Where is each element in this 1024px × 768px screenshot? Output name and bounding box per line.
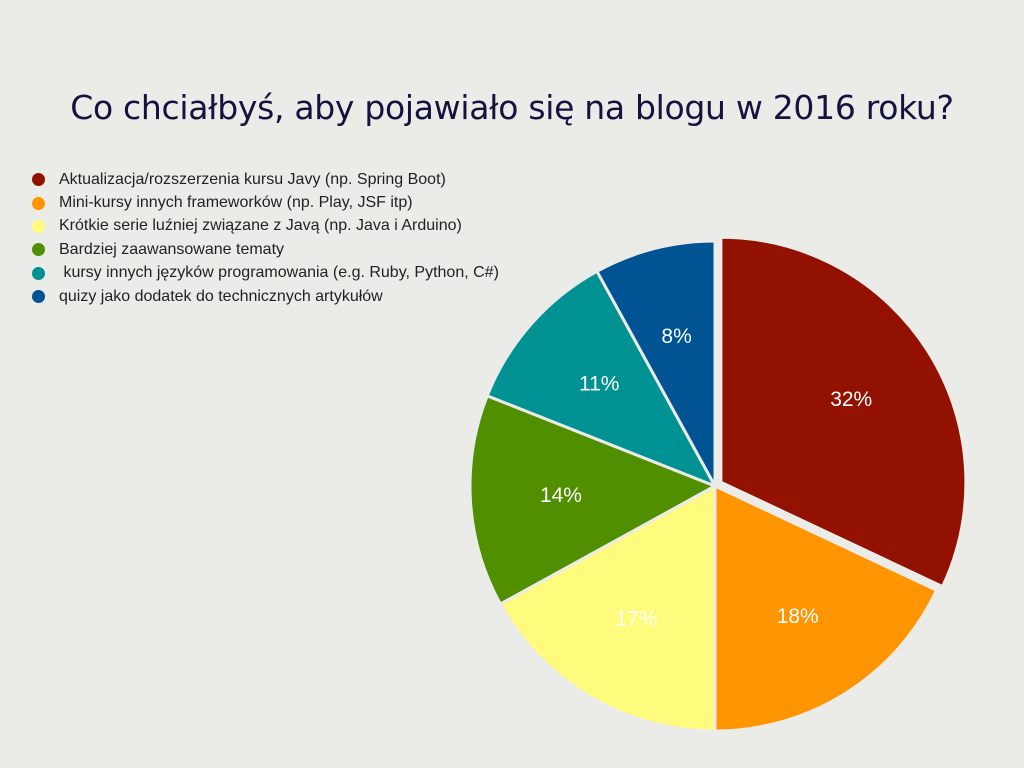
legend-label: quizy jako dodatek do technicznych artyk… (59, 287, 383, 305)
slice-percent-label: 18% (777, 605, 819, 628)
legend-label: Bardziej zaawansowane tematy (59, 240, 285, 258)
legend-swatch (32, 196, 45, 210)
legend-swatch (32, 266, 45, 280)
legend-swatch (32, 219, 45, 233)
legend-item: quizy jako dodatek do technicznych artyk… (32, 285, 499, 308)
slice-percent-label: 14% (540, 484, 582, 507)
slice-percent-label: 32% (830, 388, 872, 411)
chart-legend: Aktualizacja/rozszerzenia kursu Javy (np… (32, 168, 499, 308)
pie-slice (498, 484, 717, 733)
pie-slice (719, 235, 968, 589)
legend-item: Aktualizacja/rozszerzenia kursu Javy (np… (32, 168, 499, 191)
legend-label: kursy innych języków programowania (e.g.… (59, 264, 499, 282)
legend-item: Krótkie serie luźniej związane z Javą (n… (32, 215, 499, 238)
legend-label: Krótkie serie luźniej związane z Javą (n… (59, 217, 462, 235)
slice-percent-label: 17% (615, 607, 657, 630)
slice-percent-label: 11% (579, 372, 619, 395)
slide-title: Co chciałbyś, aby pojawiało się na blogu… (70, 88, 954, 127)
pie-slice (485, 269, 717, 488)
legend-label: Mini-kursy innych frameworków (np. Play,… (59, 194, 413, 212)
legend-item: Bardziej zaawansowane tematy (32, 238, 499, 261)
legend-swatch (32, 290, 45, 304)
slice-percent-label: 8% (661, 325, 691, 348)
legend-item: Mini-kursy innych frameworków (np. Play,… (32, 191, 499, 214)
legend-label: Aktualizacja/rozszerzenia kursu Javy (np… (59, 170, 446, 188)
legend-swatch (32, 173, 45, 187)
pie-slice (595, 239, 717, 488)
pie-slice (468, 394, 717, 606)
pie-slice (713, 484, 939, 733)
legend-item: kursy innych języków programowania (e.g.… (32, 262, 499, 285)
legend-swatch (32, 243, 45, 257)
